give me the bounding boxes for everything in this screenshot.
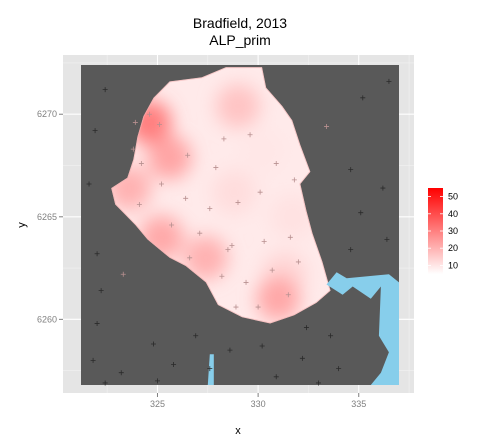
polling-place-marker	[132, 119, 138, 125]
polling-place-marker	[150, 341, 156, 347]
polling-place-marker	[225, 247, 231, 253]
polling-place-marker	[102, 380, 108, 386]
electorate-heat	[111, 67, 331, 324]
value-peak	[211, 170, 256, 215]
legend-tick-label: 30	[448, 226, 458, 236]
polling-place-marker	[358, 210, 364, 216]
heat-layer	[81, 65, 399, 385]
polling-place-marker	[213, 165, 219, 171]
polling-place-marker	[348, 247, 354, 253]
polling-place-marker	[324, 124, 330, 130]
polling-place-marker	[227, 347, 233, 353]
polling-place-marker	[380, 185, 386, 191]
polling-place-marker	[102, 87, 108, 93]
polling-place-marker	[384, 236, 390, 242]
polling-place-marker	[92, 128, 98, 134]
polling-place-marker	[328, 333, 334, 339]
polling-place-marker	[295, 259, 301, 265]
polling-place-marker	[257, 189, 263, 195]
polling-place-marker	[193, 333, 199, 339]
polling-place-marker	[118, 370, 124, 376]
polling-place-marker	[197, 230, 203, 236]
polling-place-marker	[90, 357, 96, 363]
polling-place-marker	[348, 167, 354, 173]
polling-place-markers	[86, 78, 392, 386]
polling-place-marker	[120, 271, 126, 277]
polling-place-marker	[86, 181, 92, 187]
legend-tick-label: 10	[448, 260, 458, 270]
polling-place-marker	[185, 152, 191, 158]
polling-place-marker	[273, 160, 279, 166]
polling-place-marker	[159, 181, 165, 187]
value-peak	[256, 276, 301, 321]
polling-place-marker	[187, 255, 193, 261]
plot-panel	[63, 55, 414, 393]
color-legend: 10 20 30 40 50	[428, 188, 458, 274]
value-peak	[240, 129, 285, 174]
polling-place-marker	[360, 95, 366, 101]
legend-colorbar	[428, 188, 443, 274]
polling-place-marker	[299, 355, 305, 361]
y-axis-ticks: 6260 6265 6270	[37, 109, 63, 324]
polling-place-marker	[183, 195, 189, 201]
water-region	[207, 354, 214, 385]
value-peak	[183, 235, 228, 280]
polling-place-marker	[233, 304, 239, 310]
y-tick-label: 6270	[37, 109, 57, 119]
y-axis-label: y	[16, 222, 28, 228]
polling-place-marker	[273, 374, 279, 380]
value-peak	[215, 84, 260, 129]
polling-place-marker	[229, 243, 235, 249]
chart-title: Bradfield, 2013	[193, 15, 287, 31]
polling-place-marker	[386, 78, 392, 84]
polling-place-marker	[169, 222, 175, 228]
polling-place-marker	[303, 325, 309, 331]
polling-place-marker	[261, 238, 267, 244]
x-axis-ticks: 325 330 335	[150, 393, 366, 409]
polling-place-marker	[287, 234, 293, 240]
value-peak	[270, 194, 315, 239]
legend-tick-label: 50	[448, 192, 458, 202]
polling-place-marker	[136, 201, 142, 207]
polling-place-marker	[207, 206, 213, 212]
polling-place-marker	[207, 366, 213, 372]
polling-place-marker	[130, 146, 136, 152]
polling-place-marker	[219, 273, 225, 279]
legend-tick-label: 40	[448, 209, 458, 219]
polling-place-marker	[98, 288, 104, 294]
polling-place-marker	[94, 251, 100, 257]
x-axis-label: x	[235, 425, 241, 437]
water-region	[326, 272, 399, 385]
polling-place-marker	[315, 380, 321, 386]
polling-place-marker	[269, 267, 275, 273]
polling-place-marker	[247, 132, 253, 138]
chart-subtitle: ALP_prim	[209, 32, 270, 48]
polling-place-marker	[235, 199, 241, 205]
polling-place-marker	[221, 136, 227, 142]
polling-place-marker	[255, 304, 261, 310]
polling-place-marker	[138, 160, 144, 166]
polling-place-marker	[94, 320, 100, 326]
legend-tick-label: 20	[448, 243, 458, 253]
y-tick-label: 6265	[37, 212, 57, 222]
polling-place-marker	[171, 361, 177, 367]
polling-place-marker	[285, 292, 291, 298]
polling-place-marker	[336, 366, 342, 372]
polling-place-marker	[156, 121, 162, 127]
y-tick-label: 6260	[37, 314, 57, 324]
polling-place-marker	[154, 378, 160, 384]
polling-place-marker	[259, 343, 265, 349]
polling-place-marker	[243, 279, 249, 285]
x-tick-label: 330	[251, 399, 266, 409]
polling-place-marker	[291, 177, 297, 183]
x-tick-label: 325	[150, 399, 165, 409]
x-tick-label: 335	[351, 399, 366, 409]
value-peak	[147, 135, 192, 180]
polling-place-marker	[146, 111, 152, 117]
